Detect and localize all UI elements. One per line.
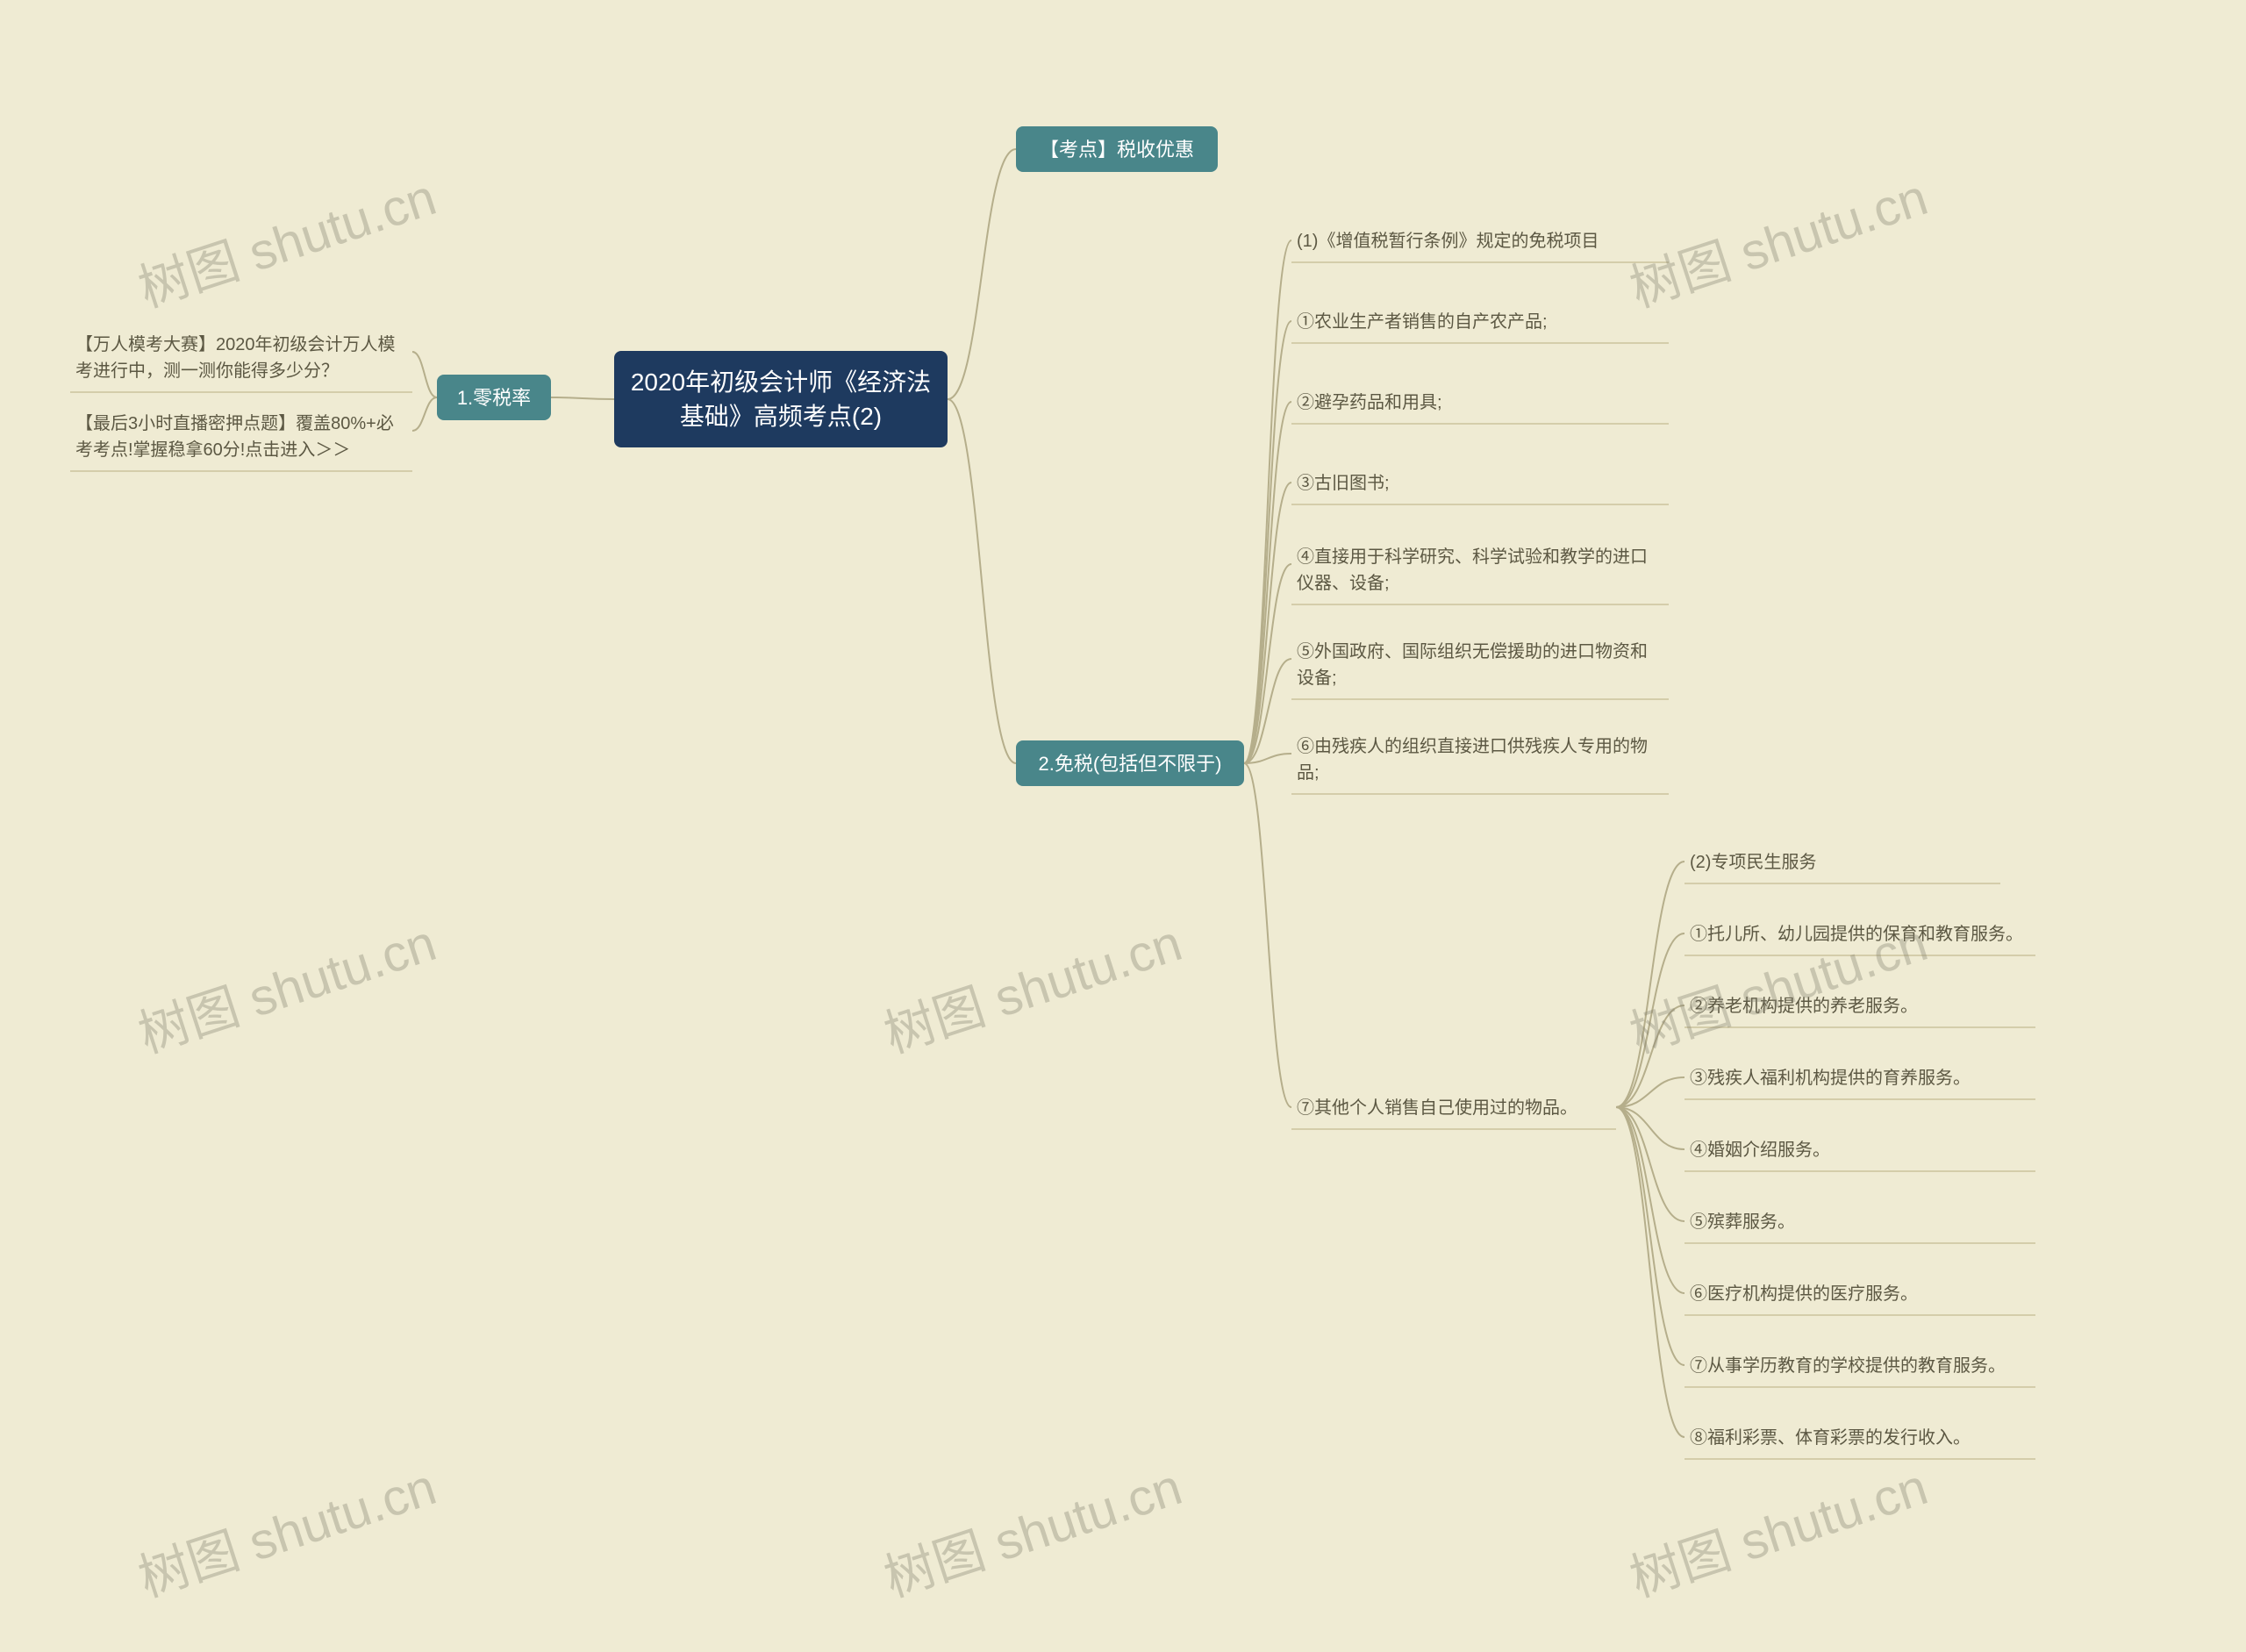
leaf-exempt-6: ⑥由残疾人的组织直接进口供残疾人专用的物品; xyxy=(1291,726,1669,795)
mindmap-canvas: 2020年初级会计师《经济法基础》高频考点(2) 1.零税率 【万人模考大赛】2… xyxy=(0,0,2246,1652)
watermark: 树图 shutu.cn xyxy=(1620,1446,1935,1611)
leaf-exempt-5: ⑤外国政府、国际组织无偿援助的进口物资和设备; xyxy=(1291,632,1669,700)
root-node[interactable]: 2020年初级会计师《经济法基础》高频考点(2) xyxy=(614,351,948,447)
watermark: 树图 shutu.cn xyxy=(128,156,444,321)
leaf-exempt-3: ③古旧图书; xyxy=(1291,463,1669,505)
leaf-service-5: ⑤殡葬服务。 xyxy=(1684,1202,2035,1244)
leaf-service-0: (2)专项民生服务 xyxy=(1684,842,2000,884)
branch-zero-rate[interactable]: 1.零税率 xyxy=(437,375,551,420)
watermark: 树图 shutu.cn xyxy=(128,1446,444,1611)
branch-tax-preference[interactable]: 【考点】税收优惠 xyxy=(1016,126,1218,172)
leaf-exempt-1: ①农业生产者销售的自产农产品; xyxy=(1291,302,1669,344)
leaf-service-4: ④婚姻介绍服务。 xyxy=(1684,1130,2035,1172)
leaf-exempt-4: ④直接用于科学研究、科学试验和教学的进口仪器、设备; xyxy=(1291,537,1669,605)
branch-tax-exempt[interactable]: 2.免税(包括但不限于) xyxy=(1016,740,1244,786)
leaf-exam-promo-1: 【万人模考大赛】2020年初级会计万人模考进行中，测一测你能得多少分？ xyxy=(70,325,412,393)
leaf-service-7: ⑦从事学历教育的学校提供的教育服务。 xyxy=(1684,1346,2035,1388)
watermark: 树图 shutu.cn xyxy=(874,1446,1190,1611)
leaf-service-2: ②养老机构提供的养老服务。 xyxy=(1684,986,2035,1028)
leaf-exempt-7: ⑦其他个人销售自己使用过的物品。 xyxy=(1291,1088,1616,1130)
watermark: 树图 shutu.cn xyxy=(874,902,1190,1067)
connector-layer xyxy=(0,0,2246,1652)
leaf-exempt-2: ②避孕药品和用具; xyxy=(1291,383,1669,425)
leaf-exam-promo-2: 【最后3小时直播密押点题】覆盖80%+必考考点!掌握稳拿60分!点击进入＞＞ xyxy=(70,404,412,472)
watermark: 树图 shutu.cn xyxy=(128,902,444,1067)
leaf-service-1: ①托儿所、幼儿园提供的保育和教育服务。 xyxy=(1684,914,2035,956)
leaf-service-3: ③残疾人福利机构提供的育养服务。 xyxy=(1684,1058,2035,1100)
leaf-service-8: ⑧福利彩票、体育彩票的发行收入。 xyxy=(1684,1418,2035,1460)
leaf-exempt-0: (1)《增值税暂行条例》规定的免税项目 xyxy=(1291,221,1669,263)
leaf-service-6: ⑥医疗机构提供的医疗服务。 xyxy=(1684,1274,2035,1316)
